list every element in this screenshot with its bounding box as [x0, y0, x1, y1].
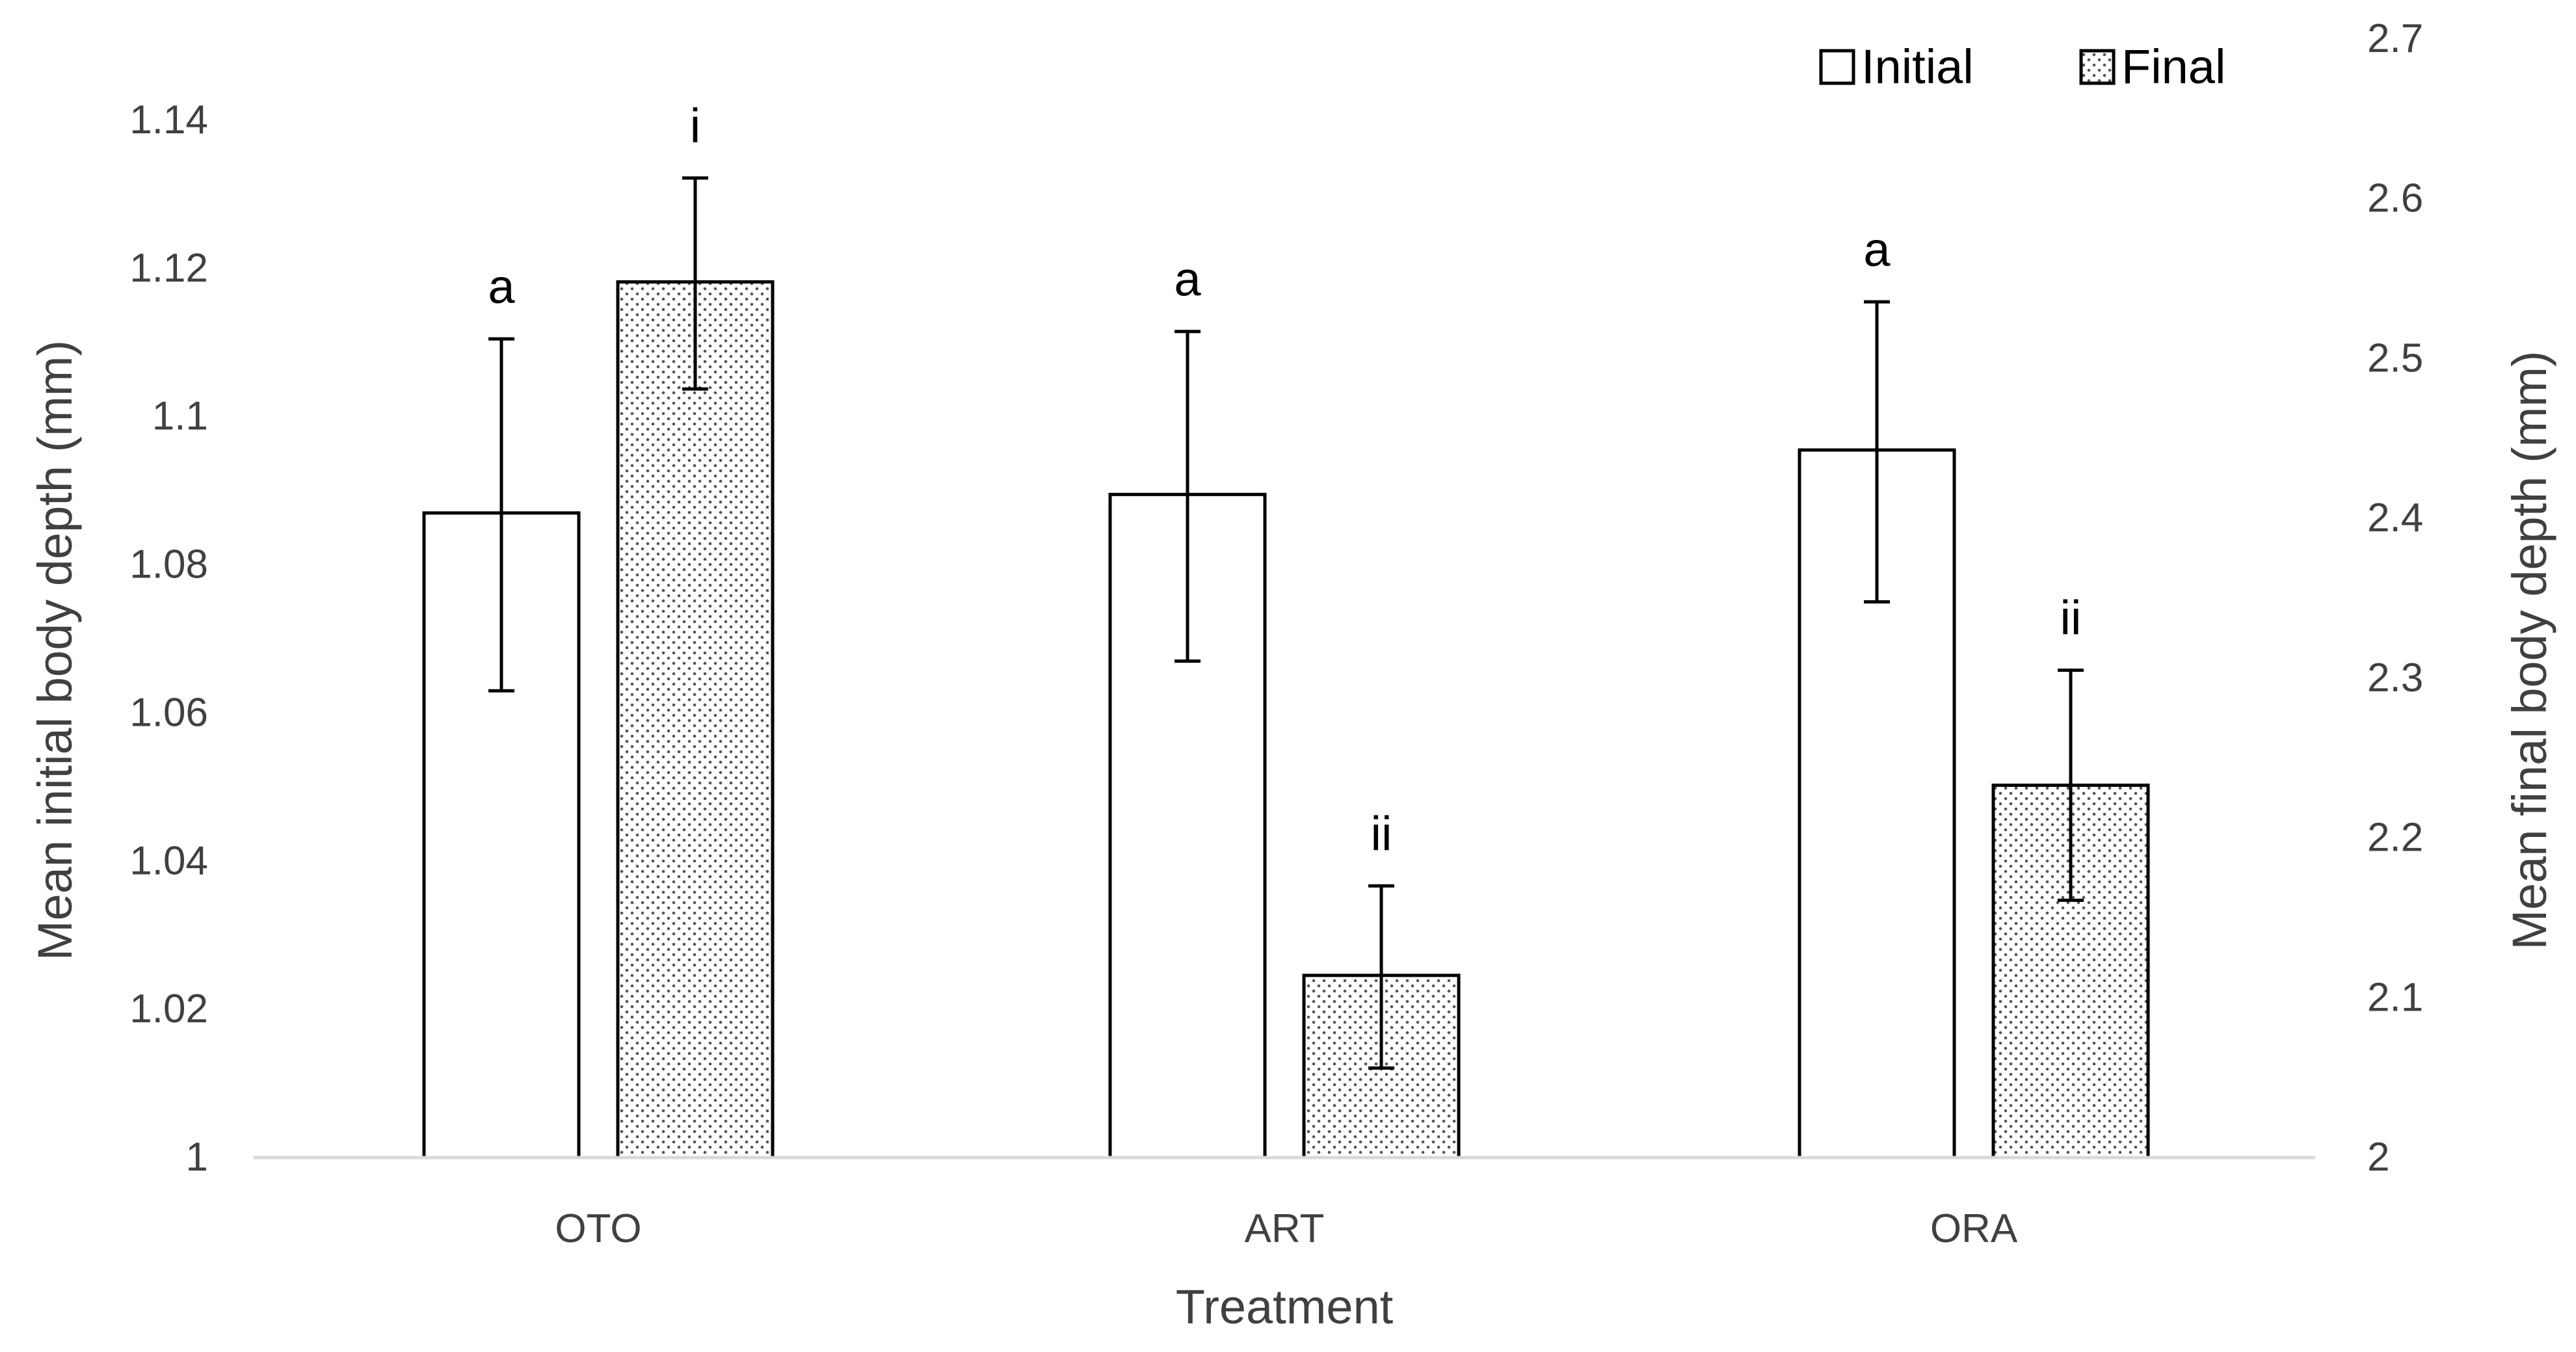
- legend-label-final: Final: [2121, 40, 2225, 94]
- left-tick-label: 1.02: [129, 987, 208, 1031]
- right-tick-label: 2.5: [2367, 336, 2423, 380]
- x-axis-ticks: OTO ART ORA: [555, 1206, 2017, 1251]
- error-bar-initial-oto: [488, 337, 514, 693]
- error-bar-initial-art: [1175, 330, 1201, 663]
- right-tick-label: 2.1: [2367, 975, 2423, 1020]
- bars-layer: [422, 280, 2150, 1160]
- significance-label-initial-art: a: [1174, 252, 1201, 306]
- right-tick-label: 2.7: [2367, 16, 2423, 61]
- error-bar-final-art: [1368, 884, 1394, 1070]
- error-bars-layer: [488, 176, 2084, 1070]
- significance-label-initial-ora: a: [1863, 222, 1891, 276]
- significance-label-initial-oto: a: [488, 259, 515, 313]
- left-y-axis-title: Mean initial body depth (mm): [28, 340, 82, 961]
- left-tick-label: 1: [186, 1135, 208, 1180]
- left-tick-label: 1.04: [129, 838, 208, 883]
- error-bar-final-ora: [2058, 669, 2084, 902]
- left-tick-label: 1.14: [129, 98, 208, 142]
- right-tick-label: 2.6: [2367, 176, 2423, 221]
- x-tick-label: ART: [1245, 1206, 1325, 1251]
- right-axis-ticks: 2 2.1 2.2 2.3 2.4 2.5 2.6 2.7: [2367, 16, 2423, 1180]
- right-tick-label: 2: [2367, 1135, 2389, 1180]
- bar-final-oto: [616, 280, 775, 1160]
- legend-swatch-initial: [1819, 49, 1855, 85]
- left-tick-label: 1.1: [152, 394, 208, 439]
- left-axis-ticks: 1 1.02 1.04 1.06 1.08 1.1 1.12 1.14: [129, 98, 208, 1180]
- legend-label-initial: Initial: [1861, 40, 1974, 94]
- left-tick-label: 1.08: [129, 542, 208, 587]
- significance-label-final-ora: ii: [2060, 591, 2082, 645]
- error-bar-initial-ora: [1864, 300, 1890, 604]
- x-axis-title: Treatment: [1176, 1280, 1394, 1334]
- right-tick-label: 2.3: [2367, 656, 2423, 700]
- right-tick-label: 2.2: [2367, 815, 2423, 860]
- significance-label-final-oto: i: [690, 99, 700, 153]
- right-tick-label: 2.4: [2367, 496, 2423, 540]
- right-y-axis-title: Mean final body depth (mm): [2503, 351, 2556, 949]
- error-bar-final-oto: [682, 176, 708, 391]
- legend-swatch-final: [2079, 49, 2116, 85]
- x-tick-label: OTO: [555, 1206, 641, 1251]
- significance-label-final-art: ii: [1371, 806, 1392, 860]
- left-tick-label: 1.06: [129, 690, 208, 735]
- legend: Initial Final: [1819, 40, 2225, 94]
- left-tick-label: 1.12: [129, 246, 208, 291]
- x-tick-label: ORA: [1930, 1206, 2018, 1251]
